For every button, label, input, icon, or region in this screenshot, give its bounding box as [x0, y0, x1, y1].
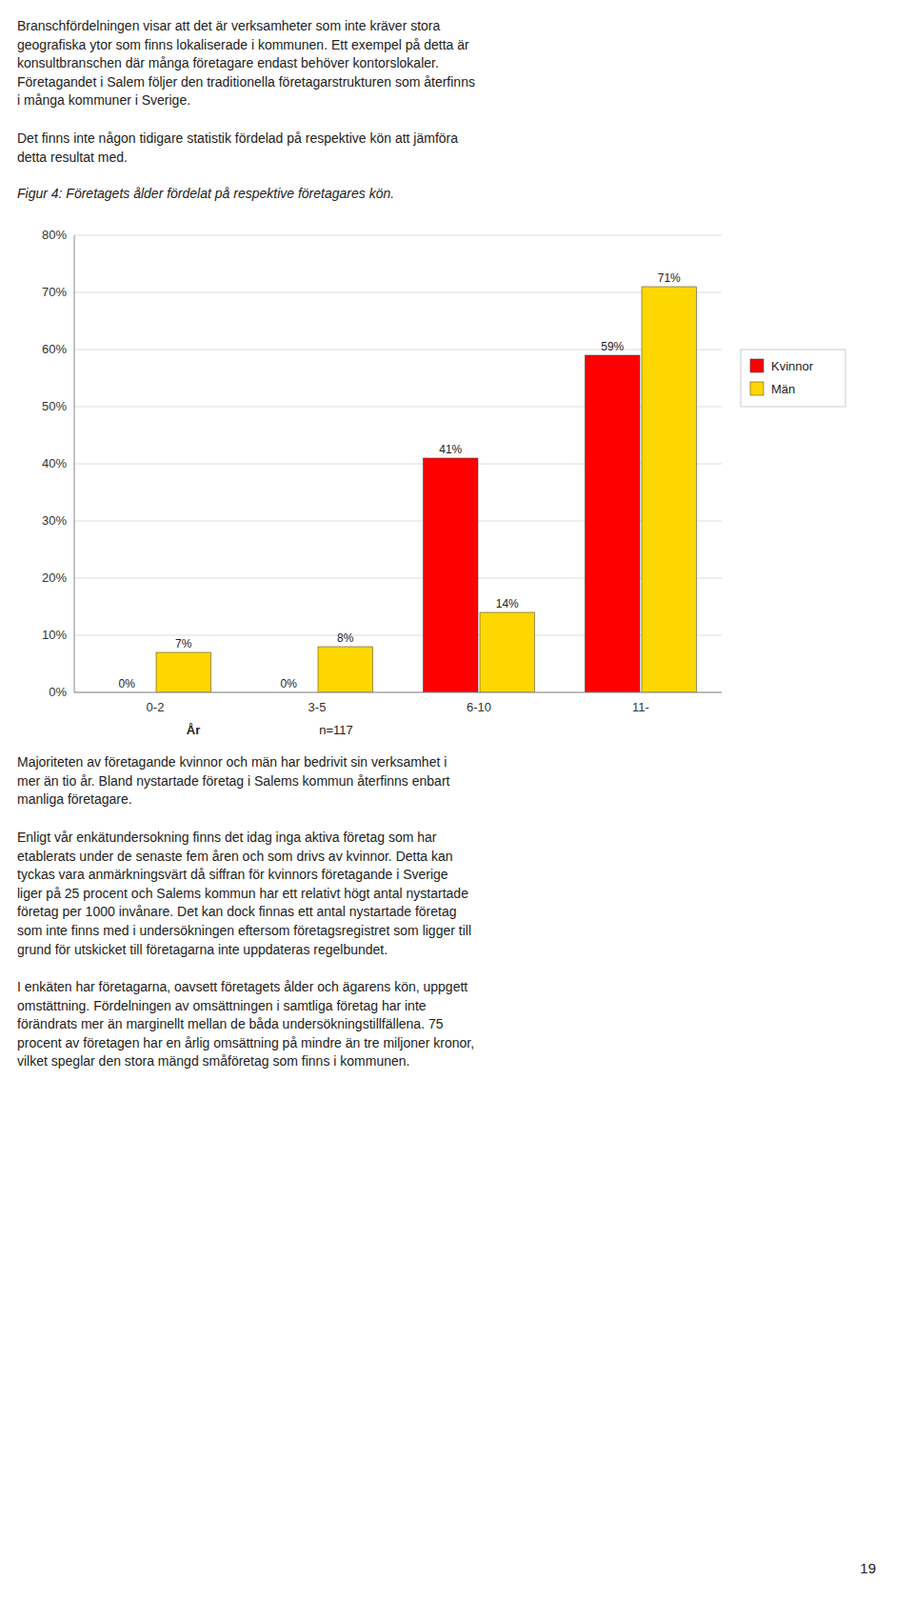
x-tick-label: 11- [632, 699, 650, 715]
legend-swatch [750, 381, 764, 396]
legend-frame [740, 349, 846, 407]
bar [479, 612, 536, 693]
x-tick-label: 0-2 [146, 699, 165, 715]
legend-label: Män [771, 381, 795, 397]
y-tick-label: 40% [41, 456, 67, 471]
paragraph: Branschfördelningen visar att det är ver… [17, 17, 886, 111]
bar [423, 457, 479, 693]
grid-line [74, 692, 722, 694]
bar [156, 652, 212, 693]
chart-title: Figur 4: Företagets ålder fördelat på re… [17, 185, 886, 201]
y-tick-label: 60% [41, 341, 67, 357]
paragraph: Majoriteten av företagande kvinnor och m… [17, 753, 886, 810]
legend: Kvinnor Män [740, 349, 846, 407]
y-tick-label: 0% [48, 684, 67, 699]
chart: 0% 10% 20% 30% 40% 50% 60% 70% 80% 0% 0% 41% 59% 7% 8%… [17, 206, 894, 740]
data-label: 59% [600, 339, 624, 354]
y-tick-label: 20% [41, 570, 67, 585]
data-labels: 0% 0% 41% 59% 7% 8% 14% 71% [119, 271, 682, 691]
x-axis-label: År [186, 722, 200, 737]
y-tick-label: 30% [41, 513, 67, 528]
page: Branschfördelningen visar att det är ver… [0, 0, 914, 1072]
paragraph: Det finns inte någon tidigare statistik … [17, 129, 886, 167]
data-label: 41% [438, 442, 462, 457]
grid-line [74, 292, 722, 294]
bar [317, 646, 374, 693]
data-label: 7% [175, 636, 193, 651]
y-tick-label: 80% [41, 227, 67, 242]
paragraph: Enligt vår enkätundersokning finns det i… [17, 828, 886, 959]
paragraph: I enkäten har företagarna, oavsett föret… [17, 977, 886, 1072]
data-label: 8% [337, 631, 355, 645]
data-label: 0% [119, 676, 137, 691]
bar [585, 355, 641, 693]
grid-line [74, 349, 722, 351]
page-number: 19 [859, 1559, 876, 1576]
y-tick-label: 70% [41, 284, 67, 299]
y-tick-label: 50% [41, 398, 67, 414]
legend-swatch [750, 358, 764, 373]
x-tick-label: 3-5 [308, 699, 327, 715]
x-axis [74, 692, 722, 694]
annotation: n=117 [318, 722, 354, 737]
legend-label: Kvinnor [771, 358, 815, 374]
grid-line [74, 235, 722, 237]
y-axis [74, 235, 76, 693]
data-label: 0% [280, 676, 299, 691]
y-tick-label: 10% [41, 627, 67, 642]
bars [156, 286, 697, 693]
bar [641, 286, 697, 693]
data-label: 71% [657, 271, 681, 285]
grid [74, 235, 722, 693]
data-label: 14% [496, 596, 519, 611]
x-tick-label: 6-10 [466, 699, 492, 715]
